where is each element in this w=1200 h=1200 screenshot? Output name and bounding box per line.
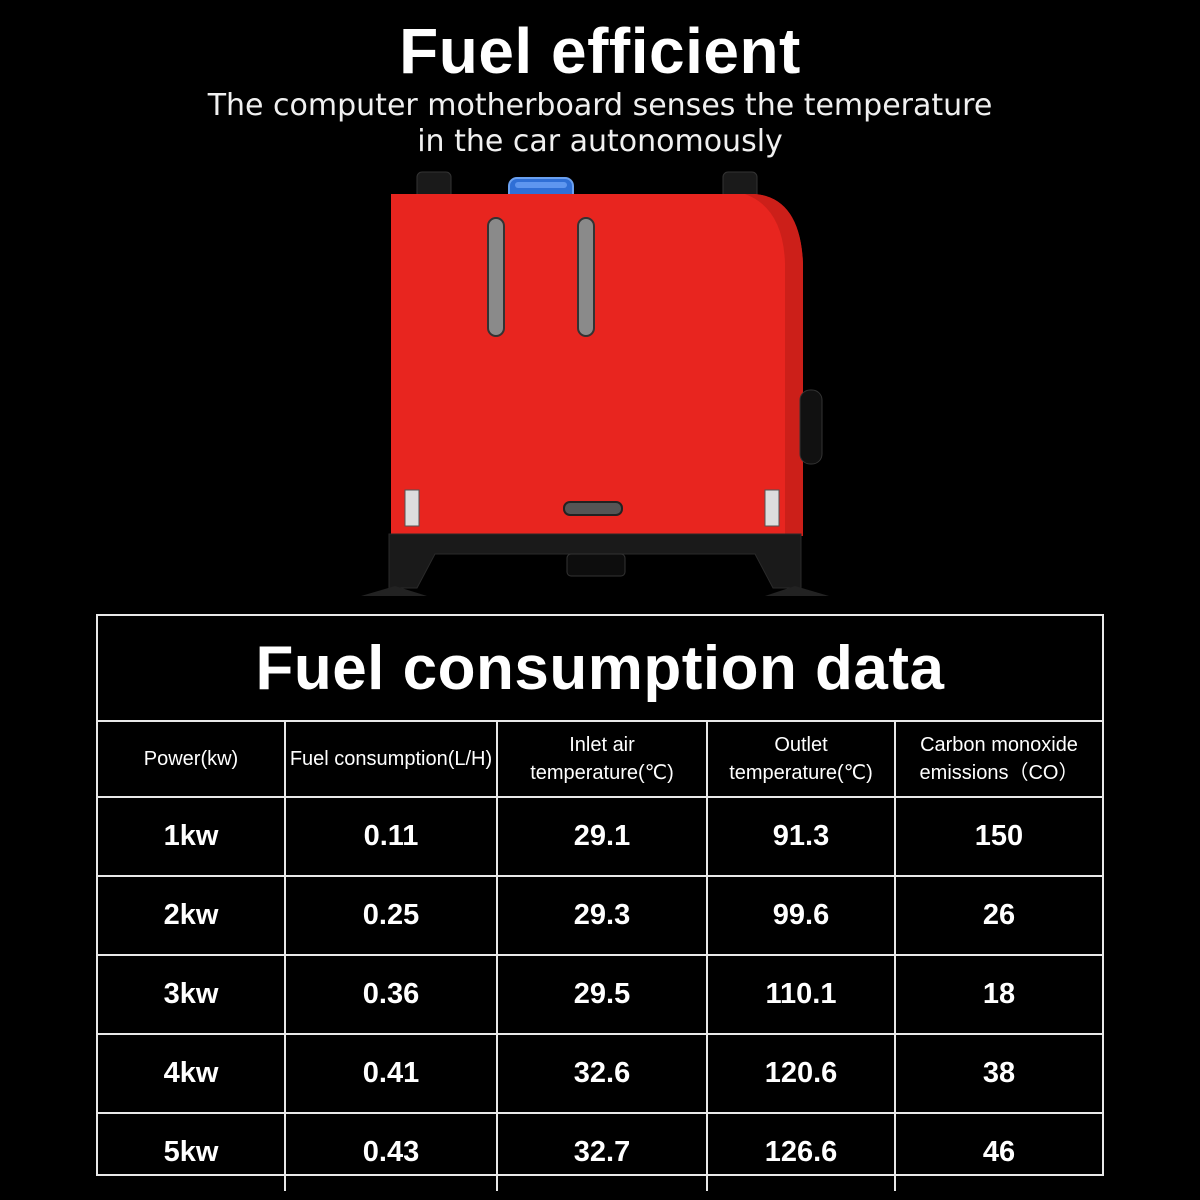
cell-fuel: 0.41: [284, 1033, 498, 1114]
table-row: 2kw 0.25 29.3 99.6 26: [98, 875, 1102, 956]
cell-inlet: 32.6: [496, 1033, 708, 1114]
cell-fuel: 0.36: [284, 954, 498, 1035]
cell-outlet: 126.6: [706, 1112, 896, 1191]
cell-co: 46: [894, 1112, 1102, 1191]
cell-power: 2kw: [98, 875, 286, 956]
header-row: Power(kw) Fuel consumption(L/H) Inlet ai…: [98, 722, 1102, 798]
header-co-emissions: Carbon monoxide emissions（CO）: [894, 722, 1102, 798]
cell-fuel: 0.43: [284, 1112, 498, 1191]
cell-fuel: 0.25: [284, 875, 498, 956]
table-title: Fuel consumption data: [98, 616, 1102, 722]
header-inlet-temp: Inlet air temperature(℃): [496, 722, 708, 798]
level-window-left: [487, 217, 505, 337]
cell-inlet: 29.3: [496, 875, 708, 956]
header-power: Power(kw): [98, 722, 286, 798]
fuel-consumption-table: Fuel consumption data Power(kw) Fuel con…: [96, 614, 1104, 1191]
subtitle-line-2: in the car autonomously: [417, 124, 783, 159]
cell-fuel: 0.11: [284, 796, 498, 877]
data-table: Power(kw) Fuel consumption(L/H) Inlet ai…: [98, 722, 1102, 1191]
header-fuel-consumption: Fuel consumption(L/H): [284, 722, 498, 798]
subtitle-line-1: The computer motherboard senses the temp…: [207, 88, 993, 123]
cell-power: 4kw: [98, 1033, 286, 1114]
cell-outlet: 91.3: [706, 796, 896, 877]
table-row: 3kw 0.36 29.5 110.1 18: [98, 954, 1102, 1035]
heater-product-image: [361, 171, 829, 596]
cell-co: 150: [894, 796, 1102, 877]
level-window-right: [577, 217, 595, 337]
cell-inlet: 32.7: [496, 1112, 708, 1191]
front-slot: [563, 501, 623, 516]
cell-power: 5kw: [98, 1112, 286, 1191]
table-row: 5kw 0.43 32.7 126.6 46: [98, 1112, 1102, 1191]
header-outlet-temp: Outlet temperature(℃): [706, 722, 896, 798]
table-row: 4kw 0.41 32.6 120.6 38: [98, 1033, 1102, 1114]
cell-outlet: 120.6: [706, 1033, 896, 1114]
heater-body: [391, 194, 803, 536]
table-row: 1kw 0.11 29.1 91.3 150: [98, 796, 1102, 877]
cell-inlet: 29.1: [496, 796, 708, 877]
bottom-port: [566, 553, 626, 577]
cell-outlet: 110.1: [706, 954, 896, 1035]
cell-co: 26: [894, 875, 1102, 956]
page-title: Fuel efficient: [399, 15, 801, 87]
cell-power: 1kw: [98, 796, 286, 877]
page-subtitle: The computer motherboard senses the temp…: [0, 88, 1200, 160]
cell-co: 38: [894, 1033, 1102, 1114]
latch-left: [404, 489, 420, 527]
air-outlet: [799, 389, 823, 465]
cell-outlet: 99.6: [706, 875, 896, 956]
cell-power: 3kw: [98, 954, 286, 1035]
cell-co: 18: [894, 954, 1102, 1035]
latch-right: [764, 489, 780, 527]
cell-inlet: 29.5: [496, 954, 708, 1035]
